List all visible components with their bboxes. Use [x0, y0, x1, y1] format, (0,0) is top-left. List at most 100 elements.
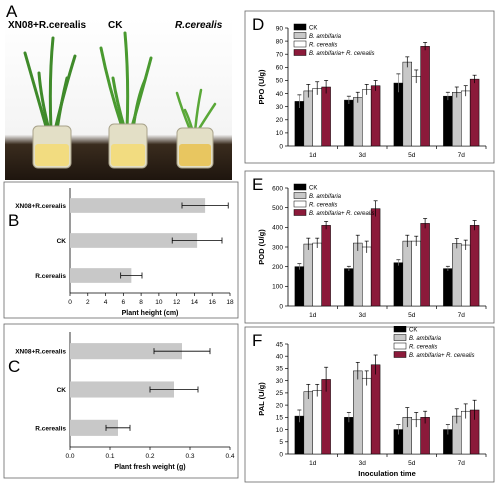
- y-tick-label: 40: [276, 354, 284, 361]
- y-tick-label: 10: [276, 130, 284, 137]
- panel-letter-b: B: [8, 211, 19, 230]
- bar: [443, 268, 453, 307]
- bar: [70, 233, 198, 248]
- photo-label-xn08: XN08+R.cerealis: [8, 20, 87, 31]
- x-tick-label: 0.3: [185, 453, 194, 460]
- panel-frame: [244, 326, 495, 483]
- y-tick-label: 90: [276, 25, 284, 32]
- x-tick-label: 7d: [458, 312, 466, 319]
- x-axis-title: Inoculation time: [358, 469, 416, 478]
- bar: [370, 364, 381, 455]
- category-label: CK: [57, 387, 67, 394]
- y-tick-label: 20: [276, 402, 284, 409]
- bar: [393, 262, 404, 307]
- bar: [70, 268, 132, 283]
- bar: [402, 240, 412, 307]
- y-tick-label: 600: [272, 185, 283, 192]
- y-tick-label: 60: [276, 65, 284, 72]
- bar: [303, 243, 313, 307]
- bar: [411, 76, 421, 147]
- bar: [461, 244, 471, 307]
- y-tick-label: 15: [276, 415, 284, 422]
- chart-d-ppo: D 0 10 20 30 40 50 60 70 80 90 PPO (U/g) 1d 3d 5d 7d CK B…: [244, 10, 495, 164]
- x-tick-label: 5d: [408, 152, 416, 159]
- y-tick-label: 0: [279, 451, 283, 458]
- y-axis-title: POD (U/g): [257, 229, 266, 265]
- bar: [420, 223, 430, 307]
- bar: [294, 266, 305, 307]
- legend-swatch: [293, 49, 307, 56]
- x-tick-label: 12: [173, 299, 181, 306]
- y-tick-label: 400: [272, 225, 283, 232]
- y-tick-label: 10: [276, 427, 284, 434]
- panel-frame: [244, 10, 495, 164]
- photo-label-ck: CK: [108, 20, 123, 31]
- bar: [353, 242, 363, 307]
- panel-frame: [3, 181, 239, 319]
- x-tick-label: 7d: [458, 152, 466, 159]
- legend-swatch: [293, 40, 307, 48]
- y-tick-label: 500: [272, 205, 283, 212]
- x-axis-title: Plant height (cm): [122, 310, 179, 317]
- legend-label: B. ambifaria: [309, 34, 342, 40]
- legend-swatch: [293, 200, 307, 208]
- chart-c-plant-weight: C 0.0 0.1 0.2 0.3 0.4 Plant fresh weight (g) XN…: [3, 323, 239, 479]
- x-tick-label: 5d: [408, 460, 416, 467]
- bar: [70, 419, 118, 436]
- bar: [70, 343, 182, 360]
- category-label: XN08+R.cerealis: [15, 203, 66, 210]
- legend-label: CK: [409, 328, 417, 334]
- bar: [362, 246, 372, 307]
- y-tick-label: 300: [272, 244, 283, 251]
- legend-swatch: [293, 23, 307, 31]
- x-tick-label: 1d: [309, 460, 317, 467]
- x-tick-label: 0.1: [105, 453, 114, 460]
- bar: [312, 88, 322, 147]
- category-label: XN08+R.cerealis: [15, 349, 66, 356]
- x-tick-label: 0.2: [145, 453, 154, 460]
- y-tick-label: 35: [276, 366, 284, 373]
- bar: [370, 208, 381, 307]
- bar: [393, 82, 404, 147]
- bar: [362, 377, 372, 455]
- y-tick-label: 30: [276, 378, 284, 385]
- legend-swatch: [393, 326, 407, 333]
- legend-swatch: [293, 209, 307, 216]
- y-tick-label: 30: [276, 104, 284, 111]
- x-axis-title: Plant fresh weight (g): [114, 464, 185, 471]
- bar: [443, 95, 453, 147]
- bar: [452, 243, 462, 307]
- x-tick-label: 2: [86, 299, 90, 306]
- bar: [353, 370, 363, 455]
- x-tick-label: 0.0: [65, 453, 74, 460]
- bar: [344, 417, 354, 455]
- y-tick-label: 25: [276, 390, 284, 397]
- x-tick-label: 3d: [359, 152, 367, 159]
- legend-label: B. ambifaria+ R. cerealis: [309, 51, 375, 57]
- chart-e-pod: E 0 100 200 300 400 500 600 POD (U/g) 1d 3d 5d 7d CK B…: [244, 170, 495, 324]
- y-tick-label: 20: [276, 117, 284, 124]
- category-label: R.cerealis: [35, 425, 66, 432]
- chart-b-plant-height: B 0 2 4 6 8 10 12 14 16 18 Plant height (cm) XN08+R.…: [3, 181, 239, 319]
- bar: [70, 381, 174, 398]
- y-tick-label: 45: [276, 341, 284, 348]
- x-tick-label: 4: [104, 299, 108, 306]
- category-label: R.cerealis: [35, 273, 66, 280]
- x-tick-label: 1d: [309, 312, 317, 319]
- bar: [452, 91, 462, 147]
- y-tick-label: 200: [272, 264, 283, 271]
- y-tick-label: 80: [276, 38, 284, 45]
- legend-label: R. cerealis: [309, 43, 337, 49]
- y-axis-title: PPO (U/g): [257, 69, 266, 105]
- legend-label: B. ambifaria+ R. cerealis: [309, 211, 375, 217]
- plant-photo: XN08+R.cerealis CK R.cerealis: [5, 18, 232, 180]
- plant-photo-drawing: [5, 18, 232, 180]
- legend-swatch: [393, 351, 407, 358]
- y-tick-label: 5: [279, 439, 283, 446]
- panel-letter-f: F: [252, 331, 262, 350]
- bar: [370, 85, 381, 147]
- bar: [469, 78, 480, 147]
- photo-label-rcerealis: R.cerealis: [175, 20, 223, 31]
- x-tick-label: 5d: [408, 312, 416, 319]
- y-tick-label: 70: [276, 52, 284, 59]
